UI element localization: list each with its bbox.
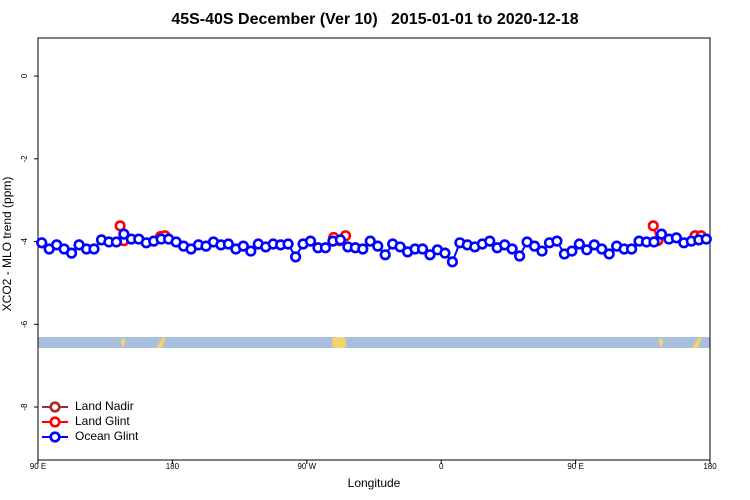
data-point	[603, 248, 615, 260]
land-patch	[332, 337, 346, 348]
data-point	[237, 240, 249, 252]
data-point	[424, 249, 436, 261]
legend-marker	[49, 431, 61, 443]
data-point	[670, 232, 683, 244]
land-ocean-strip	[38, 337, 710, 348]
y-axis-label: XCO2 - MLO trend (ppm)	[0, 177, 14, 312]
land-patch	[692, 337, 702, 348]
data-point	[446, 256, 459, 268]
data-point	[551, 235, 563, 247]
data-point	[394, 241, 406, 253]
data-point	[245, 245, 257, 257]
data-point	[655, 228, 668, 240]
legend-marker	[49, 416, 61, 428]
data-point	[282, 238, 294, 250]
data-point	[65, 247, 78, 259]
data-point	[372, 240, 384, 252]
x-tick-label: 90 W	[297, 462, 316, 471]
data-point	[304, 235, 317, 247]
x-tick-label: 180	[166, 462, 180, 471]
data-point	[506, 243, 518, 255]
x-tick-label: 0	[439, 462, 444, 471]
data-point	[36, 237, 48, 249]
data-point	[596, 243, 608, 255]
data-point	[290, 251, 302, 263]
data-point	[222, 238, 234, 250]
data-point	[536, 245, 548, 257]
y-tick-label: -4	[20, 237, 29, 245]
data-point	[513, 250, 526, 262]
data-point	[379, 249, 391, 261]
x-tick-label: 180	[703, 462, 717, 471]
land-patch	[121, 338, 125, 346]
x-tick-label: 90 E	[567, 462, 583, 471]
y-tick-label: -6	[20, 320, 29, 328]
data-point	[416, 243, 429, 255]
legend-label: Land Nadir	[75, 399, 134, 413]
legend-marker	[49, 401, 61, 413]
chart-title: 45S-40S December (Ver 10) 2015-01-01 to …	[171, 11, 578, 28]
x-tick-label: 90 E	[30, 462, 46, 471]
data-point	[439, 247, 451, 259]
y-tick-label: -2	[20, 155, 29, 163]
data-point	[625, 243, 638, 255]
y-tick-label: 0	[20, 73, 29, 78]
data-point	[528, 240, 541, 252]
data-point	[88, 243, 100, 255]
data-point	[364, 235, 376, 247]
data-point	[334, 234, 347, 246]
land-patch	[156, 337, 166, 348]
data-point	[648, 236, 660, 248]
data-point	[319, 242, 332, 254]
ocean-strip	[38, 337, 710, 348]
legend-label: Land Glint	[75, 414, 130, 428]
data-point	[647, 220, 659, 232]
plot-frame	[37, 37, 711, 461]
data-point	[118, 228, 130, 240]
data-point	[573, 238, 585, 250]
data-point	[581, 244, 593, 256]
data-point	[357, 243, 369, 255]
data-point	[700, 233, 712, 245]
land-patch	[659, 338, 663, 346]
data-point	[484, 235, 496, 247]
legend-label: Ocean Glint	[75, 429, 139, 443]
x-axis-label: Longitude	[348, 476, 401, 490]
y-tick-label: -8	[20, 403, 29, 411]
data-point	[566, 245, 578, 257]
data-point	[110, 236, 122, 248]
